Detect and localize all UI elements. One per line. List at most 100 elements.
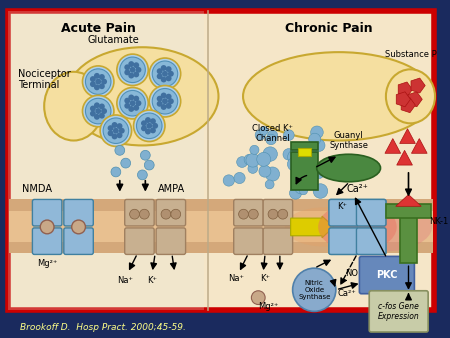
Circle shape [288,150,302,165]
FancyBboxPatch shape [360,257,414,294]
Circle shape [120,57,145,82]
Circle shape [82,95,114,127]
Circle shape [124,98,130,104]
Circle shape [168,98,174,104]
Circle shape [108,130,113,136]
Text: Ca²⁺: Ca²⁺ [346,184,369,194]
Bar [291,143,318,150]
Text: K⁺: K⁺ [260,274,270,283]
Ellipse shape [44,72,103,141]
Circle shape [168,71,174,77]
FancyBboxPatch shape [356,228,386,255]
Bar [291,152,318,190]
Circle shape [292,168,304,179]
Text: Guanyl
Synthase: Guanyl Synthase [329,131,368,150]
FancyBboxPatch shape [329,228,358,255]
Circle shape [99,74,105,80]
Circle shape [94,84,100,90]
Circle shape [101,79,107,84]
Ellipse shape [318,202,397,251]
Circle shape [90,81,96,87]
Circle shape [252,291,265,305]
Ellipse shape [243,52,435,141]
Circle shape [255,130,266,140]
Circle shape [95,108,101,114]
Circle shape [297,158,309,170]
Text: c-fos Gene
Expression: c-fos Gene Expression [378,302,419,321]
Polygon shape [400,129,415,143]
Circle shape [99,113,105,119]
Circle shape [108,125,113,131]
Circle shape [128,73,134,78]
FancyBboxPatch shape [234,199,263,226]
Text: PKC: PKC [376,270,398,280]
Circle shape [124,103,130,109]
Polygon shape [408,92,422,107]
Circle shape [298,152,311,164]
Circle shape [257,152,271,166]
FancyBboxPatch shape [156,199,185,226]
Circle shape [234,172,245,184]
Circle shape [40,220,54,234]
FancyBboxPatch shape [329,199,358,226]
Circle shape [289,187,302,199]
Circle shape [306,143,317,154]
Text: Nociceptor
Terminal: Nociceptor Terminal [18,69,71,91]
FancyArrow shape [291,216,334,238]
Ellipse shape [317,154,381,182]
Circle shape [166,94,171,100]
Polygon shape [396,92,410,107]
Circle shape [260,126,268,135]
FancyBboxPatch shape [263,199,292,226]
Circle shape [299,172,308,181]
Circle shape [259,165,271,177]
Polygon shape [411,139,427,153]
Bar [386,204,431,218]
Circle shape [133,105,139,111]
Text: AMPA: AMPA [158,184,185,194]
Circle shape [162,71,168,77]
FancyBboxPatch shape [125,199,154,226]
Circle shape [135,67,141,73]
Text: Nitric
Oxide
Synthase: Nitric Oxide Synthase [298,280,330,300]
Text: Na⁺: Na⁺ [228,274,243,283]
Circle shape [248,164,258,173]
FancyBboxPatch shape [356,199,386,226]
Text: Brookoff D.  Hosp Pract. 2000;45-59.: Brookoff D. Hosp Pract. 2000;45-59. [20,322,185,332]
Circle shape [149,86,181,117]
Text: Na⁺: Na⁺ [117,276,133,285]
Circle shape [117,88,148,119]
Circle shape [145,128,151,135]
Bar [400,209,417,263]
Circle shape [72,220,86,234]
Ellipse shape [285,207,363,247]
Circle shape [120,91,145,116]
Circle shape [161,76,166,82]
Ellipse shape [386,69,435,123]
Text: K⁺: K⁺ [337,202,347,211]
Circle shape [150,127,156,134]
Circle shape [113,128,119,134]
Circle shape [246,153,260,167]
Circle shape [141,125,147,131]
Circle shape [292,268,336,311]
Circle shape [94,114,100,120]
Circle shape [268,130,278,140]
Text: NO: NO [345,269,358,278]
Circle shape [121,158,130,168]
Circle shape [90,76,96,82]
FancyBboxPatch shape [329,199,358,226]
Text: NMDA: NMDA [22,184,52,194]
Circle shape [157,73,162,79]
Circle shape [141,120,147,126]
Circle shape [95,79,101,84]
Circle shape [248,209,258,219]
Circle shape [146,123,152,129]
Circle shape [166,66,171,72]
Circle shape [161,65,166,71]
Bar [297,148,311,156]
FancyBboxPatch shape [369,291,428,332]
Polygon shape [398,82,413,97]
Circle shape [117,54,148,86]
Circle shape [99,83,105,89]
